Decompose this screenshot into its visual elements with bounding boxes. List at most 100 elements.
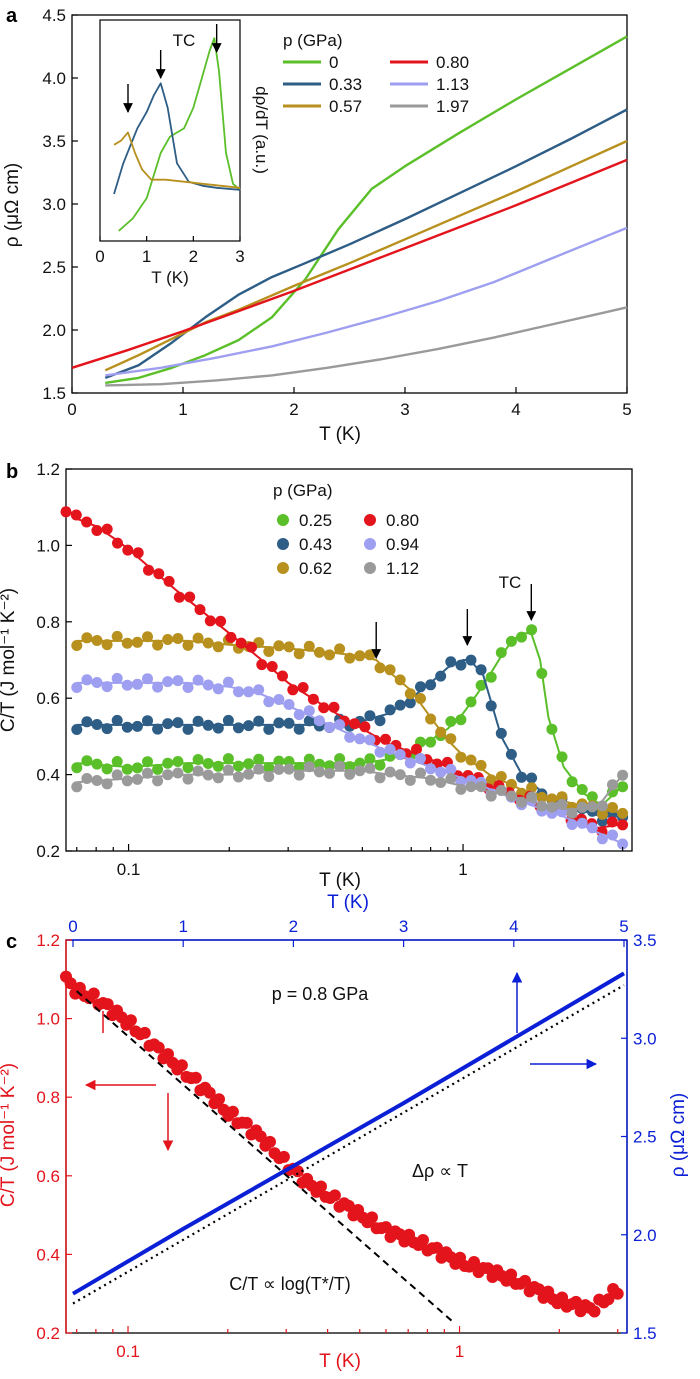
y-tick-label: 0.4 — [36, 766, 60, 785]
series-0.25-point — [455, 714, 467, 726]
panel-c-y-ticks-left: 0.2 0.4 0.6 0.8 1.0 1.2 — [36, 931, 72, 1343]
series-1.12-point — [566, 807, 578, 819]
series-0.94-point — [253, 684, 265, 696]
series-0.43-point — [192, 715, 204, 727]
panel-c-ylabel-right: ρ (μΩ cm) — [668, 1093, 689, 1178]
series-0.62-point — [495, 771, 507, 782]
series-0.94-point — [303, 705, 315, 717]
series-0.62-point — [374, 662, 386, 674]
series-0.62-point — [546, 793, 558, 805]
series-1.12-point — [354, 765, 366, 777]
series-0.94-point — [617, 838, 629, 850]
series-0.25-point — [222, 753, 234, 765]
series-0.25-point — [182, 762, 194, 774]
x-tick-label-top: 1 — [178, 917, 187, 936]
series-0.25-point — [283, 756, 295, 767]
series-0.43-point — [273, 717, 285, 729]
series-0.62-point — [263, 646, 275, 657]
series-0.25-point — [566, 776, 578, 788]
series-0.62-point — [131, 636, 143, 648]
y-tick-label-right: 3.5 — [633, 931, 657, 950]
series-1.12-point — [142, 767, 153, 779]
series-0.43-point — [131, 720, 143, 732]
series-0.62-point — [536, 791, 548, 803]
series-1.12-point — [334, 760, 346, 772]
series-1.12-point — [212, 772, 224, 784]
inset-x-ticks: 0 1 2 3 — [95, 236, 245, 266]
ct-series-point — [570, 1295, 582, 1308]
panel-c-y-ticks-right: 1.5 2.0 2.5 3.0 3.5 — [621, 931, 657, 1343]
series-0.62-point — [617, 807, 629, 819]
series-0.80-point — [359, 721, 371, 733]
series-1.12-point — [101, 778, 113, 790]
panel-a-y-ticks: 1.5 2.0 2.5 3.0 3.5 4.0 4.5 — [42, 6, 78, 403]
series-0.80-point — [297, 682, 309, 693]
series-0.43-point — [101, 723, 113, 735]
legend-label-0.80: 0.80 — [386, 511, 419, 530]
series-0.80-point — [204, 615, 216, 627]
series-0.43-point — [253, 715, 265, 727]
ct-series-point — [342, 1199, 355, 1212]
panel-b-tc-arrows — [371, 584, 537, 659]
series-0.43-point — [152, 723, 164, 735]
series-0.94-point — [384, 743, 396, 755]
series-0.94-point — [192, 674, 204, 686]
series-0.43-point — [455, 659, 467, 671]
series-0.80-point — [91, 525, 103, 536]
series-0.25-point — [233, 760, 244, 772]
series-1.12-point — [324, 767, 335, 779]
ct-series-point — [175, 1059, 188, 1072]
legend-marker-1.12 — [364, 562, 376, 574]
series-0.94-point — [131, 678, 143, 690]
series-0.25-point — [576, 784, 588, 795]
ct-series-point — [264, 1135, 276, 1148]
series-1.12-point — [576, 801, 588, 813]
series-0.25-point — [172, 756, 184, 767]
series-0.94-point — [243, 686, 255, 698]
series-0.62-point — [192, 632, 204, 644]
series-0.94-point — [586, 822, 598, 834]
series-0.62-point — [101, 639, 113, 651]
y-tick-label-left: 0.8 — [36, 1088, 60, 1107]
series-0.94-point — [222, 676, 234, 688]
series-1.12-point — [182, 773, 194, 785]
series-0.80-point — [101, 523, 113, 535]
y-tick-label: 0.8 — [36, 613, 60, 632]
y-tick-label-left: 0.2 — [36, 1324, 60, 1343]
ct-series-point — [291, 1165, 304, 1178]
series-0.25-point — [263, 762, 275, 774]
series-0.94-point — [202, 679, 214, 691]
series-0.94-point — [111, 672, 123, 684]
series-0.43-point — [202, 719, 214, 731]
series-1.12-point — [617, 769, 629, 781]
y-tick-label: 0.2 — [36, 842, 60, 861]
series-0.25-point — [465, 696, 477, 708]
series-0.62-point — [91, 635, 103, 646]
series-0.25-point — [313, 758, 325, 770]
series-0.62-point — [526, 782, 538, 794]
inset-xlabel: T (K) — [151, 268, 188, 287]
series-1.12-point — [243, 768, 255, 780]
series-1.12-point — [81, 773, 93, 784]
series-0.62-point — [415, 693, 426, 704]
series-1.12-point — [516, 796, 527, 808]
panel-c-ct-annotation: C/T ∝ log(T*/T) — [229, 1274, 351, 1294]
series-0.25-point — [475, 679, 487, 691]
series-0.94-point — [445, 763, 457, 775]
series-0.25-point — [212, 760, 224, 772]
series-0.80-point — [328, 701, 340, 713]
series-0.43-point — [91, 719, 103, 730]
series-0.62-point — [394, 674, 406, 686]
series-0.62-point — [293, 648, 305, 660]
legend-label-1.13: 1.13 — [436, 75, 469, 94]
y-tick-label: 4.0 — [42, 69, 66, 88]
ct-series-point — [226, 1105, 239, 1118]
y-tick-label-right: 2.5 — [633, 1128, 657, 1147]
series-0.43-point — [142, 715, 153, 727]
series-0.43-point — [81, 716, 93, 728]
series-0.25-point — [81, 755, 93, 767]
series-0.94-point — [81, 674, 93, 686]
series-0.94-point — [182, 682, 194, 693]
series-1.12-point — [546, 801, 558, 813]
ct-series-point — [430, 1241, 443, 1254]
